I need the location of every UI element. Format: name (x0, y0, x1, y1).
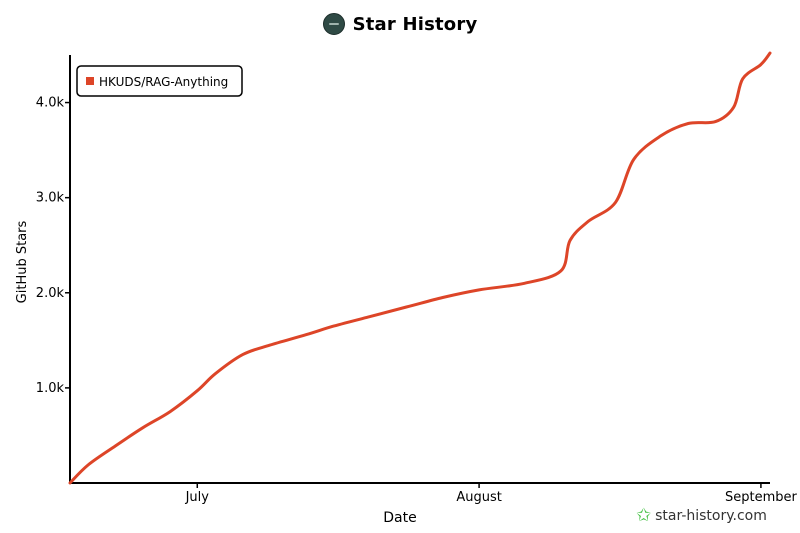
x-tick-label: August (456, 490, 502, 505)
chart-header: Star History (0, 10, 800, 38)
star-history-logo-icon (322, 13, 345, 35)
x-axis-label: Date (383, 510, 416, 526)
legend-box (76, 65, 243, 97)
y-axis-label: GitHub Stars (15, 220, 30, 303)
watermark: ✩ star-history.com (636, 507, 767, 525)
legend: HKUDS/RAG-Anything (76, 65, 243, 97)
series-lines (68, 51, 772, 485)
watermark-text: star-history.com (655, 508, 767, 524)
y-tick-label: 4.0k (36, 96, 65, 111)
y-tick-label: 3.0k (36, 191, 65, 206)
axes (69, 55, 770, 484)
legend-swatch (86, 77, 94, 85)
axis-ticks: July August September 1.0k 2.0k 3.0k 4.0k (36, 96, 798, 505)
x-tick-label: July (185, 490, 210, 505)
y-tick-label: 1.0k (36, 381, 65, 396)
star-icon: ✩ (636, 505, 652, 526)
x-tick-label: September (725, 490, 798, 505)
y-tick-label: 2.0k (36, 286, 65, 301)
legend-label: HKUDS/RAG-Anything (99, 75, 228, 89)
chart-title: Star History (352, 13, 478, 35)
series-line (68, 51, 772, 485)
